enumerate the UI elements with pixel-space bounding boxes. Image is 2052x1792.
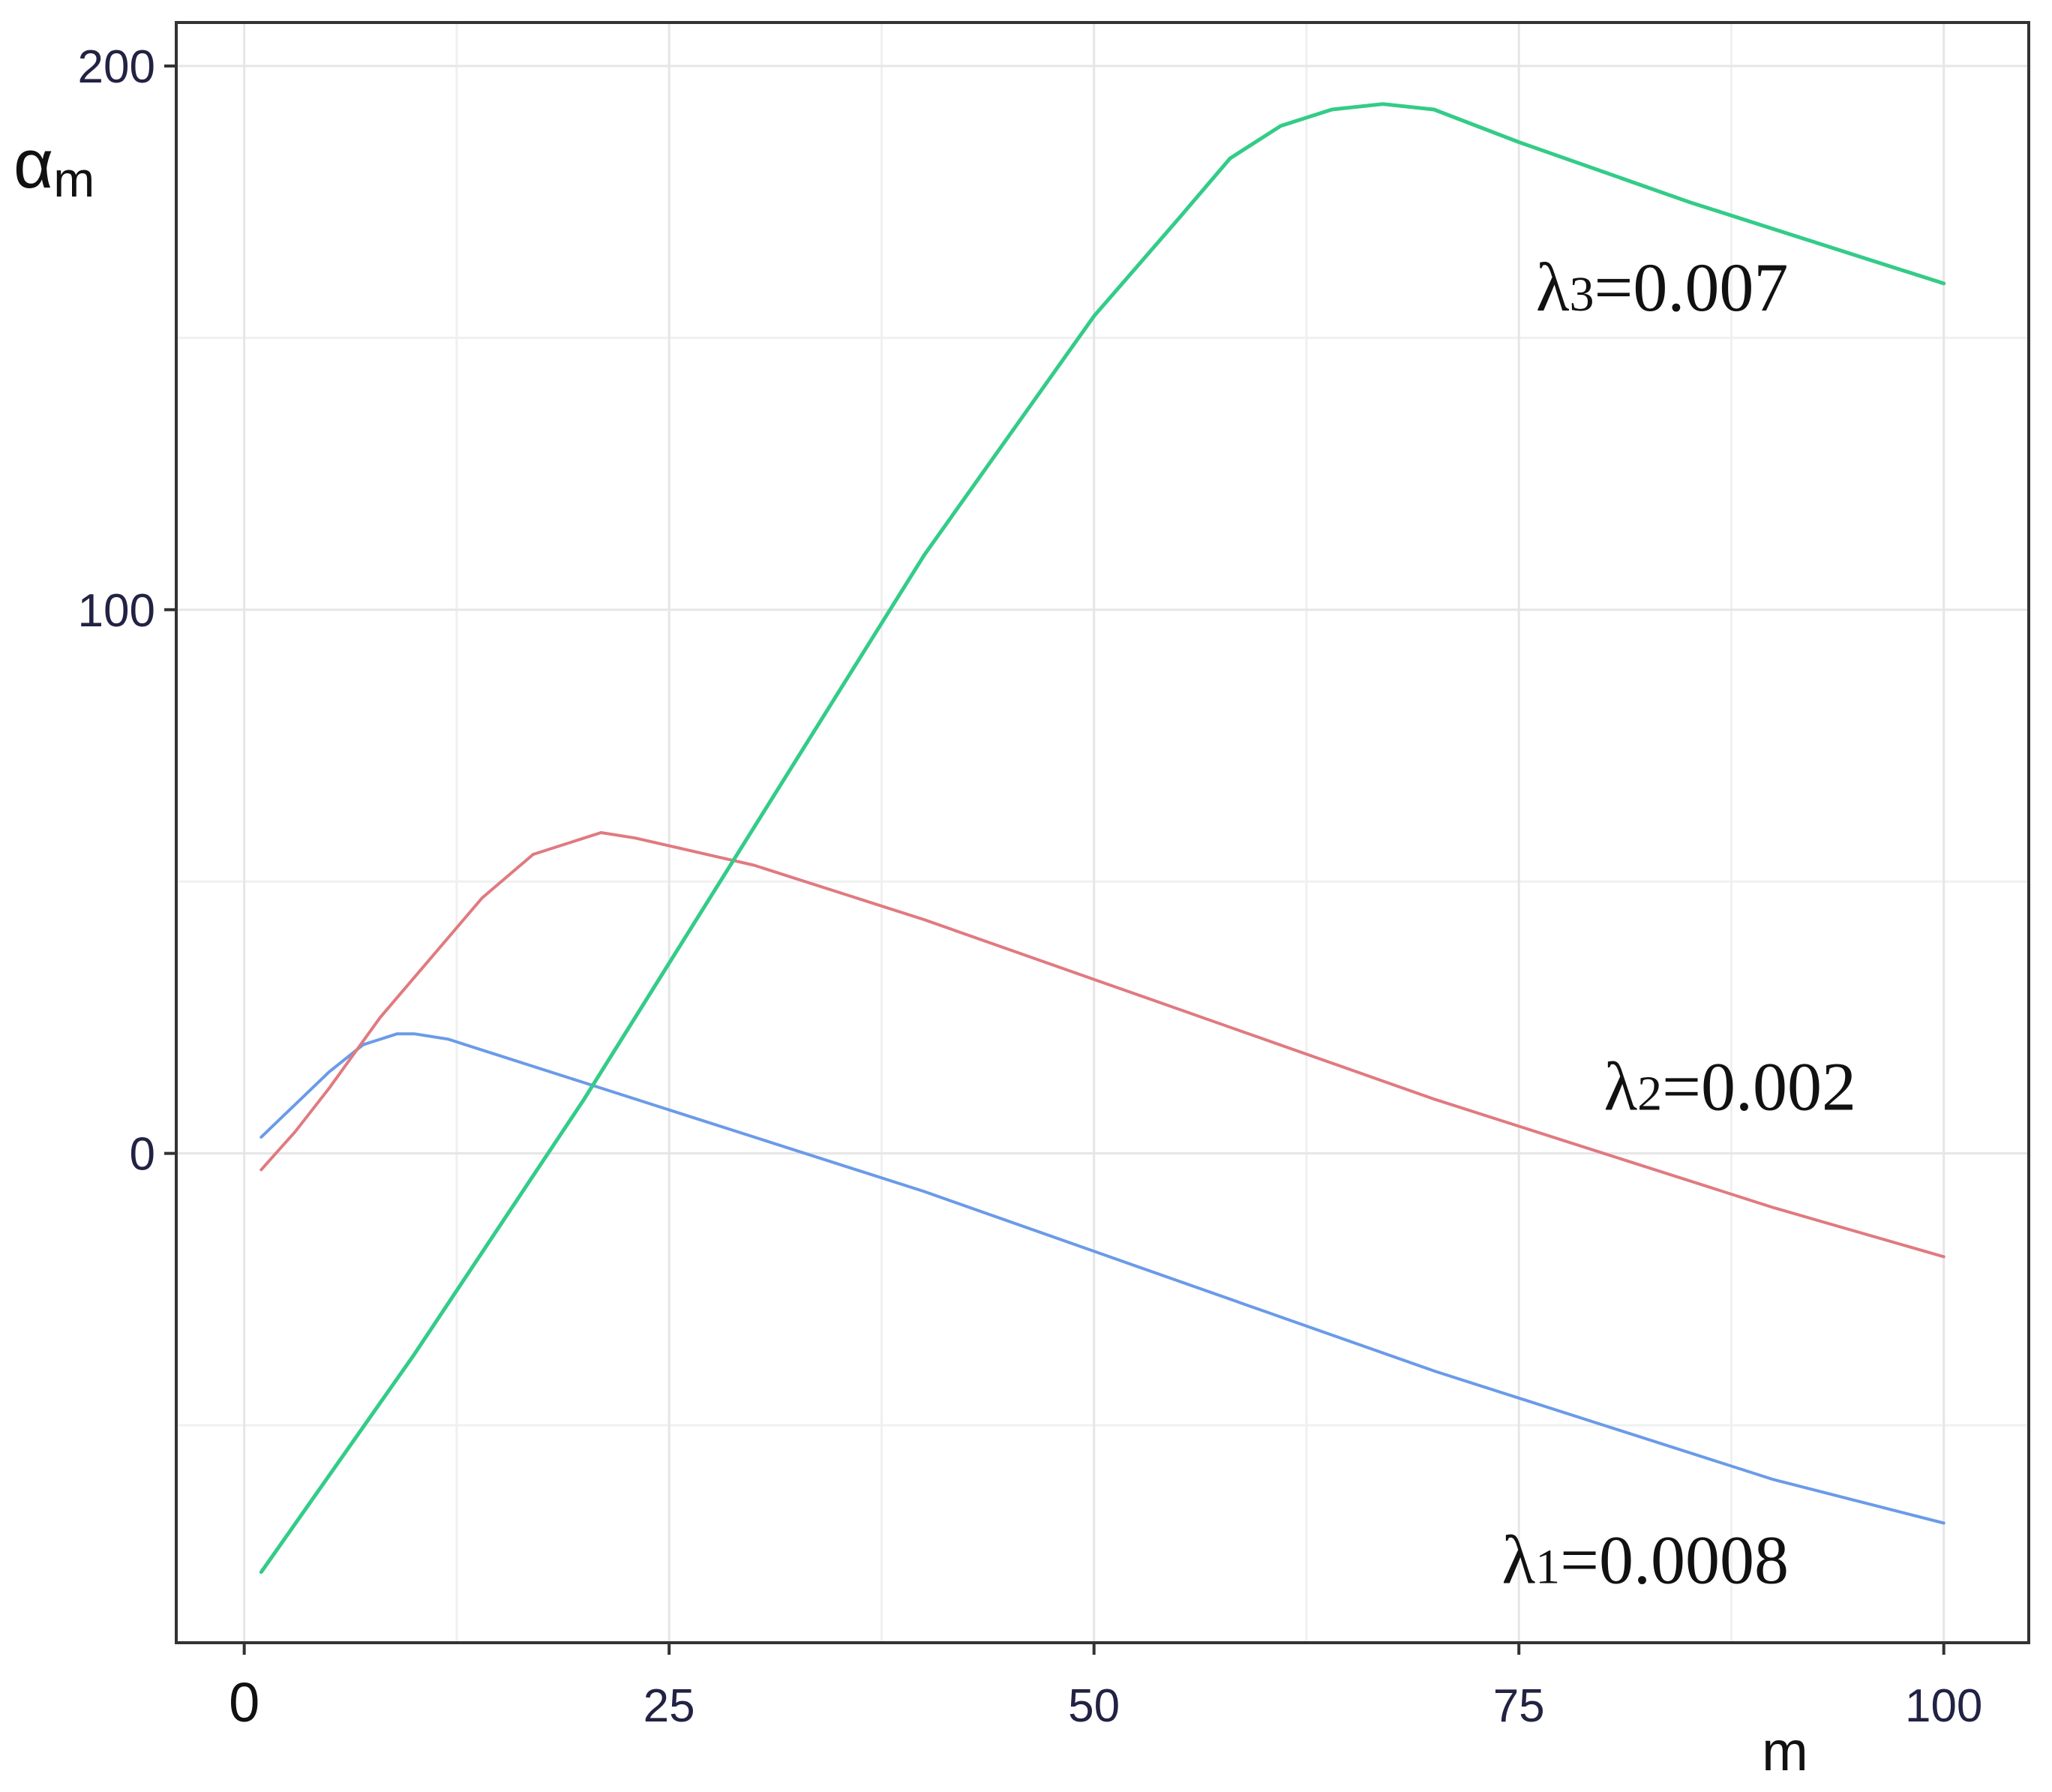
- y-axis-title-main: α: [14, 126, 53, 203]
- y-tick-label-0: 0: [130, 1129, 155, 1181]
- y-axis-title-sub: m: [53, 152, 94, 207]
- x-axis-ticks: 0 25 50 75 100: [229, 1643, 1982, 1733]
- y-tick-label-2: 200: [78, 41, 155, 93]
- x-axis-title: m: [1762, 1720, 1808, 1782]
- series-annotation-3: λ3=0.007: [1536, 249, 1789, 326]
- x-tick-label-0: 0: [229, 1671, 260, 1733]
- series-line-3: [259, 102, 1946, 1574]
- series-line-2: [260, 831, 1946, 1259]
- series-lines: [259, 102, 1946, 1574]
- series-annotation-1: λ1=0.0008: [1502, 1521, 1790, 1598]
- series-annotation-2: λ2=0.002: [1604, 1049, 1856, 1125]
- y-axis-title: αm: [14, 126, 94, 207]
- annotation-value: =0.0008: [1560, 1521, 1789, 1598]
- y-tick-label-1: 100: [78, 585, 155, 637]
- annotation-symbol: λ: [1536, 249, 1570, 326]
- x-tick-label-1: 25: [644, 1680, 695, 1732]
- grid: [176, 23, 2029, 1643]
- annotation-symbol: λ: [1502, 1521, 1536, 1598]
- annotation-subscript: 1: [1535, 1539, 1560, 1594]
- annotation-subscript: 3: [1569, 267, 1594, 322]
- plot-background: [176, 23, 2029, 1643]
- x-tick-label-2: 50: [1068, 1680, 1120, 1732]
- x-tick-label-3: 75: [1493, 1680, 1545, 1732]
- annotation-subscript: 2: [1637, 1067, 1662, 1121]
- annotation-value: =0.002: [1662, 1049, 1856, 1125]
- annotation-symbol: λ: [1604, 1049, 1637, 1125]
- y-axis-ticks: 0 100 200: [78, 41, 176, 1181]
- annotation-value: =0.007: [1594, 249, 1788, 326]
- series-line-1: [260, 1032, 1946, 1525]
- x-tick-label-4: 100: [1905, 1680, 1982, 1732]
- plot-frame: [175, 21, 2030, 1644]
